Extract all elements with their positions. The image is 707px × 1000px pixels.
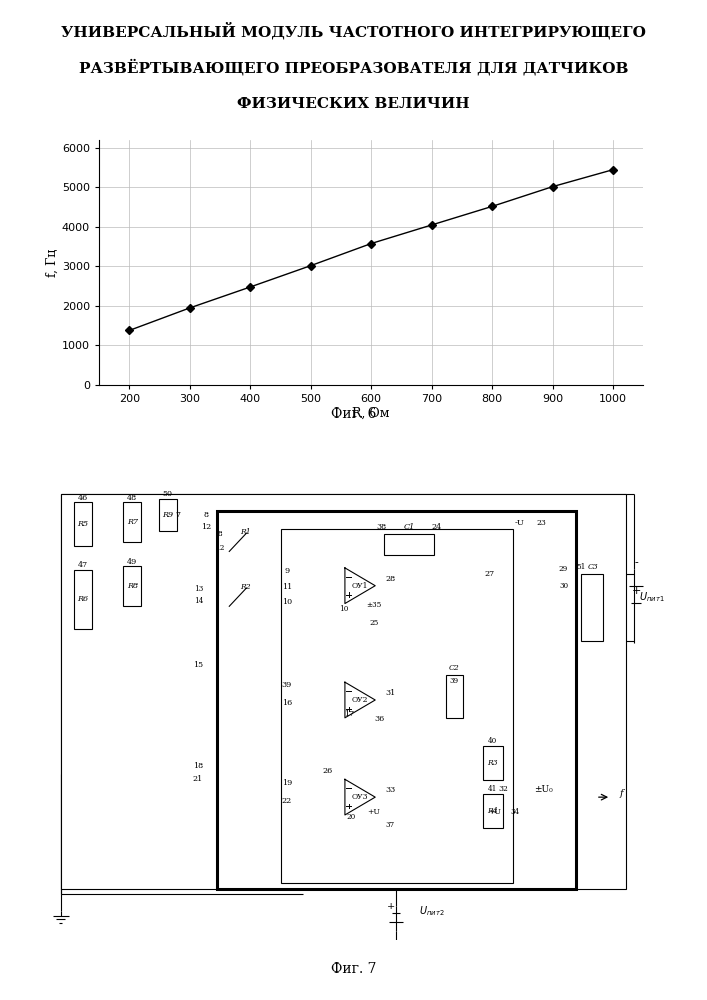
Text: 12: 12 bbox=[201, 523, 211, 531]
Text: R5: R5 bbox=[77, 520, 88, 528]
Text: 15: 15 bbox=[193, 661, 203, 669]
Text: 51: 51 bbox=[576, 563, 585, 571]
Bar bbox=[446, 675, 462, 718]
Text: 24: 24 bbox=[431, 523, 441, 531]
Text: 34: 34 bbox=[510, 808, 520, 816]
Text: 8: 8 bbox=[218, 530, 223, 538]
Text: -U: -U bbox=[514, 519, 524, 527]
Text: +U: +U bbox=[367, 808, 380, 816]
Text: ОУ1: ОУ1 bbox=[351, 582, 368, 590]
Text: +: + bbox=[631, 586, 641, 596]
Text: УНИВЕРСАЛЬНЫЙ МОДУЛЬ ЧАСТОТНОГО ИНТЕГРИРУЮЩЕГО: УНИВЕРСАЛЬНЫЙ МОДУЛЬ ЧАСТОТНОГО ИНТЕГРИР… bbox=[61, 22, 646, 39]
Bar bbox=[74, 570, 92, 629]
Text: 49: 49 bbox=[127, 558, 137, 566]
Bar bbox=[217, 511, 575, 889]
Text: 17: 17 bbox=[344, 710, 354, 718]
Text: 25: 25 bbox=[369, 619, 378, 627]
Text: 46: 46 bbox=[78, 494, 88, 502]
Text: 47: 47 bbox=[78, 561, 88, 569]
Bar bbox=[158, 499, 177, 531]
Text: 48: 48 bbox=[127, 494, 137, 502]
Bar bbox=[123, 502, 141, 542]
Text: 50: 50 bbox=[163, 490, 173, 498]
Text: 29: 29 bbox=[559, 565, 568, 573]
Text: 30: 30 bbox=[559, 582, 568, 590]
Text: R3: R3 bbox=[488, 759, 498, 767]
Text: f: f bbox=[619, 789, 623, 798]
Text: 10: 10 bbox=[339, 605, 348, 613]
Bar bbox=[123, 566, 141, 606]
Text: 38: 38 bbox=[377, 523, 387, 531]
Bar bbox=[483, 746, 503, 780]
Text: R6: R6 bbox=[77, 595, 88, 603]
Text: 33: 33 bbox=[386, 786, 396, 794]
Text: 10: 10 bbox=[282, 598, 292, 606]
Text: 12: 12 bbox=[216, 544, 225, 552]
Text: 39: 39 bbox=[450, 677, 459, 685]
Text: 41: 41 bbox=[489, 785, 498, 793]
Bar bbox=[61, 494, 626, 889]
Text: 40: 40 bbox=[489, 737, 498, 745]
Text: R2: R2 bbox=[240, 583, 251, 591]
Text: 31: 31 bbox=[386, 689, 396, 697]
Bar bbox=[384, 534, 434, 555]
Text: 16: 16 bbox=[281, 699, 292, 707]
Text: R4: R4 bbox=[488, 807, 498, 815]
Text: R1: R1 bbox=[240, 528, 251, 536]
Text: 22: 22 bbox=[281, 797, 292, 805]
Text: Фиг. 7: Фиг. 7 bbox=[331, 962, 376, 976]
Text: -: - bbox=[634, 558, 638, 568]
Text: R7: R7 bbox=[127, 518, 138, 526]
Text: $U_{пит1}$: $U_{пит1}$ bbox=[638, 590, 665, 604]
Text: 8: 8 bbox=[204, 511, 209, 519]
Text: 27: 27 bbox=[485, 570, 495, 578]
Text: ОУ2: ОУ2 bbox=[351, 696, 368, 704]
Text: 11: 11 bbox=[281, 583, 292, 591]
Text: 19: 19 bbox=[281, 779, 292, 787]
Text: 7: 7 bbox=[175, 511, 180, 519]
Text: 32: 32 bbox=[498, 785, 508, 793]
Text: $U_{пит2}$: $U_{пит2}$ bbox=[419, 905, 445, 918]
Text: +: + bbox=[387, 902, 395, 911]
Text: C1: C1 bbox=[404, 523, 415, 531]
Text: ОУ3: ОУ3 bbox=[351, 793, 368, 801]
Text: 13: 13 bbox=[194, 585, 204, 593]
Text: ±35: ±35 bbox=[366, 601, 381, 609]
Text: 20: 20 bbox=[347, 813, 356, 821]
Text: 9: 9 bbox=[284, 567, 289, 575]
Text: 14: 14 bbox=[194, 597, 204, 605]
Text: ФИЗИЧЕСКИХ ВЕЛИЧИН: ФИЗИЧЕСКИХ ВЕЛИЧИН bbox=[237, 97, 470, 111]
Text: 39: 39 bbox=[281, 681, 292, 689]
Text: 37: 37 bbox=[385, 821, 395, 829]
X-axis label: R, Ом: R, Ом bbox=[352, 407, 390, 420]
Text: 18: 18 bbox=[193, 762, 203, 770]
Bar bbox=[483, 794, 503, 828]
Text: Фиг. 6: Фиг. 6 bbox=[331, 407, 376, 421]
Bar bbox=[74, 502, 92, 546]
Text: R8: R8 bbox=[127, 582, 138, 590]
Text: R9: R9 bbox=[162, 511, 173, 519]
Bar bbox=[580, 574, 603, 641]
Text: 23: 23 bbox=[537, 519, 547, 527]
Text: +U: +U bbox=[489, 808, 501, 816]
Text: 36: 36 bbox=[375, 715, 385, 723]
Text: C2: C2 bbox=[449, 664, 460, 672]
Text: РАЗВЁРТЫВАЮЩЕГО ПРЕОБРАЗОВАТЕЛЯ ДЛЯ ДАТЧИКОВ: РАЗВЁРТЫВАЮЩЕГО ПРЕОБРАЗОВАТЕЛЯ ДЛЯ ДАТЧ… bbox=[78, 59, 629, 76]
Text: C3: C3 bbox=[588, 563, 598, 571]
Text: 28: 28 bbox=[386, 575, 396, 583]
Text: 21: 21 bbox=[193, 775, 203, 783]
Text: 26: 26 bbox=[322, 767, 332, 775]
Text: ±U₀: ±U₀ bbox=[534, 785, 553, 794]
Y-axis label: f, Гц: f, Гц bbox=[46, 248, 59, 277]
Bar bbox=[281, 529, 513, 883]
